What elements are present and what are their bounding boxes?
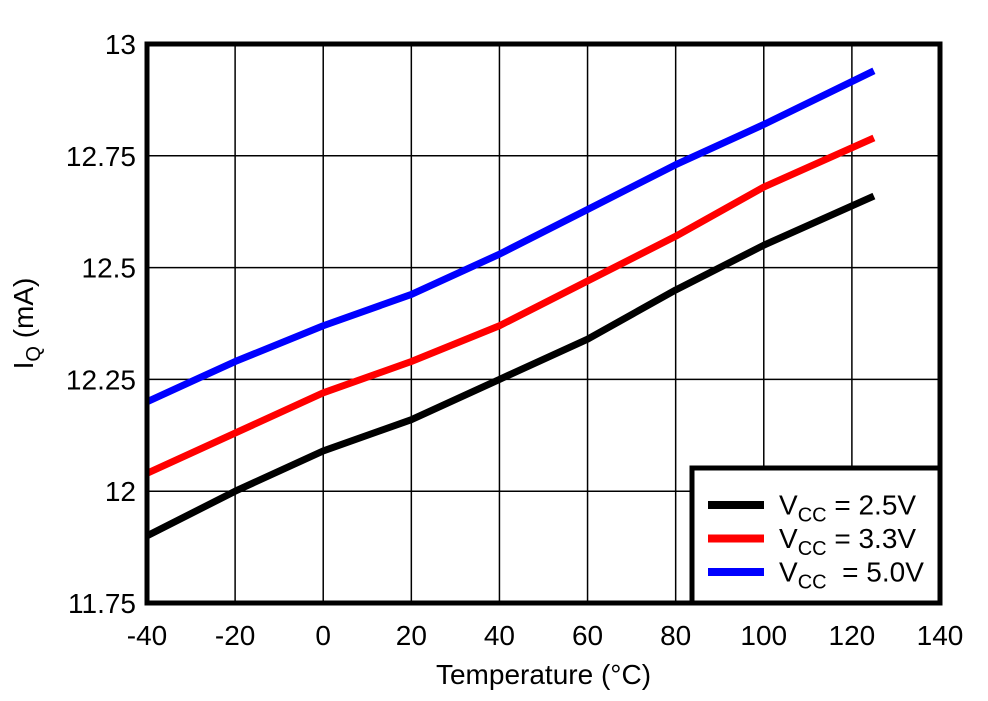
- x-tick-label: 20: [396, 620, 427, 651]
- series-line-vcc-5v0: [145, 67, 876, 405]
- x-tick-label: 40: [484, 620, 515, 651]
- y-tick-label: 12.25: [66, 364, 136, 395]
- y-tick-label: 12.5: [82, 253, 137, 284]
- x-tick-label: -40: [127, 620, 167, 651]
- legend-label-vcc-3v3: VCC = 3.3V: [779, 523, 916, 560]
- x-tick-label: 80: [660, 620, 691, 651]
- y-tick-label: 12.75: [66, 141, 136, 172]
- y-axis-title: IQ (mA): [8, 278, 45, 370]
- y-tick-label: 12: [105, 476, 136, 507]
- x-tick-label: 60: [572, 620, 603, 651]
- series-line-vcc-3v3: [145, 134, 876, 477]
- x-tick-label: 140: [917, 620, 964, 651]
- x-tick-label: 0: [315, 620, 331, 651]
- legend-label-vcc-2v5: VCC = 2.5V: [779, 490, 916, 527]
- series-line-vcc-2v5: [145, 192, 876, 540]
- y-tick-label: 11.75: [68, 588, 136, 619]
- y-tick-label: 13: [105, 29, 136, 60]
- x-tick-label: 100: [740, 620, 787, 651]
- x-tick-label: 120: [829, 620, 876, 651]
- x-tick-label: -20: [215, 620, 255, 651]
- x-axis-title: Temperature (°C): [436, 659, 651, 690]
- plot-border: [144, 41, 943, 606]
- legend-label-vcc-5v0: VCC = 5.0V: [779, 557, 924, 594]
